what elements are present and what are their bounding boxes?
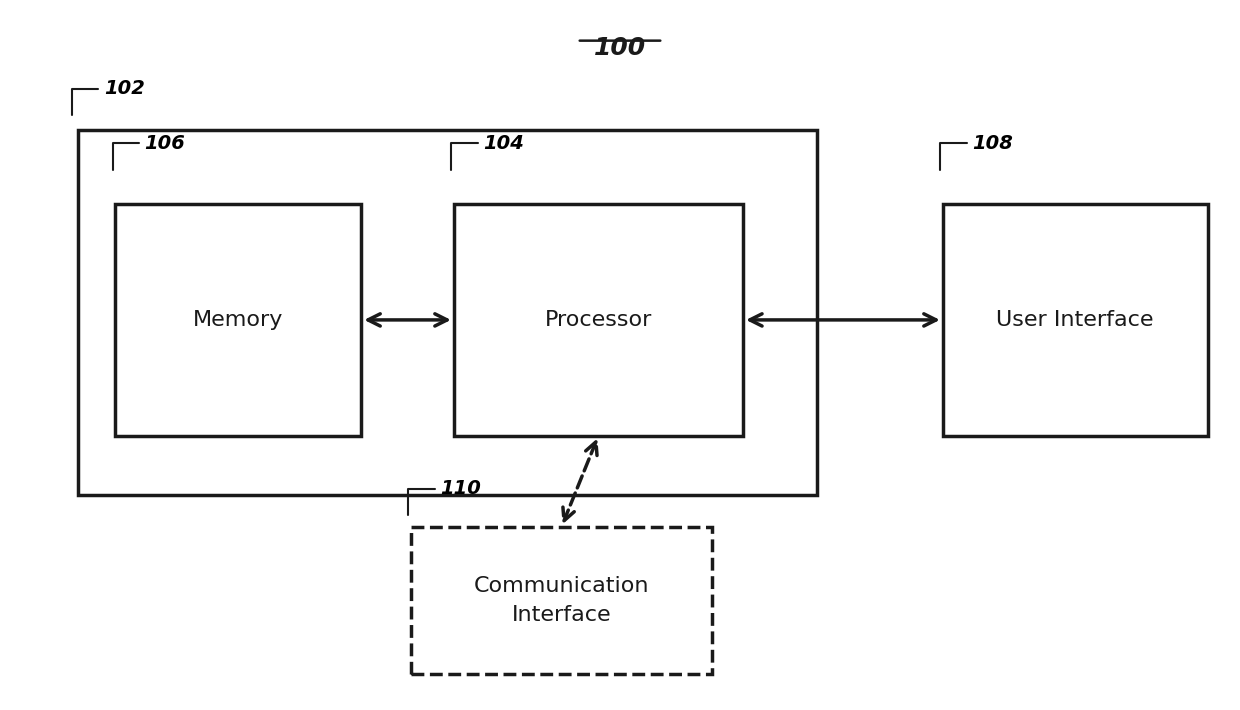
Text: 106: 106	[113, 134, 186, 170]
Text: 102: 102	[72, 80, 145, 115]
Text: User Interface: User Interface	[997, 310, 1154, 330]
Text: 108: 108	[940, 134, 1013, 170]
Text: 104: 104	[451, 134, 525, 170]
Text: Communication
Interface: Communication Interface	[474, 576, 650, 626]
Text: 100: 100	[594, 36, 646, 60]
Text: Memory: Memory	[193, 310, 284, 330]
Text: Processor: Processor	[544, 310, 652, 330]
Text: 110: 110	[408, 479, 481, 515]
